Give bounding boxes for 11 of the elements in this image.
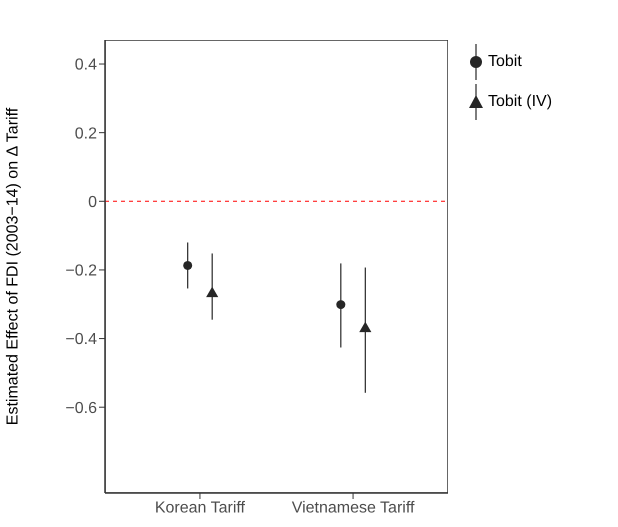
y-tick-label: 0.4 bbox=[74, 56, 98, 74]
y-tick-label: 0.2 bbox=[74, 125, 98, 142]
y-tick-label: −0.6 bbox=[65, 400, 98, 417]
legend-label: Tobit bbox=[488, 53, 522, 71]
y-tick-label: −0.4 bbox=[65, 331, 98, 348]
legend-label: Tobit (IV) bbox=[488, 93, 552, 111]
x-tick-label: Korean Tariff bbox=[154, 499, 246, 516]
y-tick-label: −0.2 bbox=[65, 262, 98, 280]
y-tick-label: 0 bbox=[88, 194, 98, 211]
y-axis-title: Estimated Effect of FDI (2003−14) on Δ Tariff bbox=[4, 107, 22, 426]
x-tick-label: Vietnamese Tariff bbox=[292, 499, 415, 516]
